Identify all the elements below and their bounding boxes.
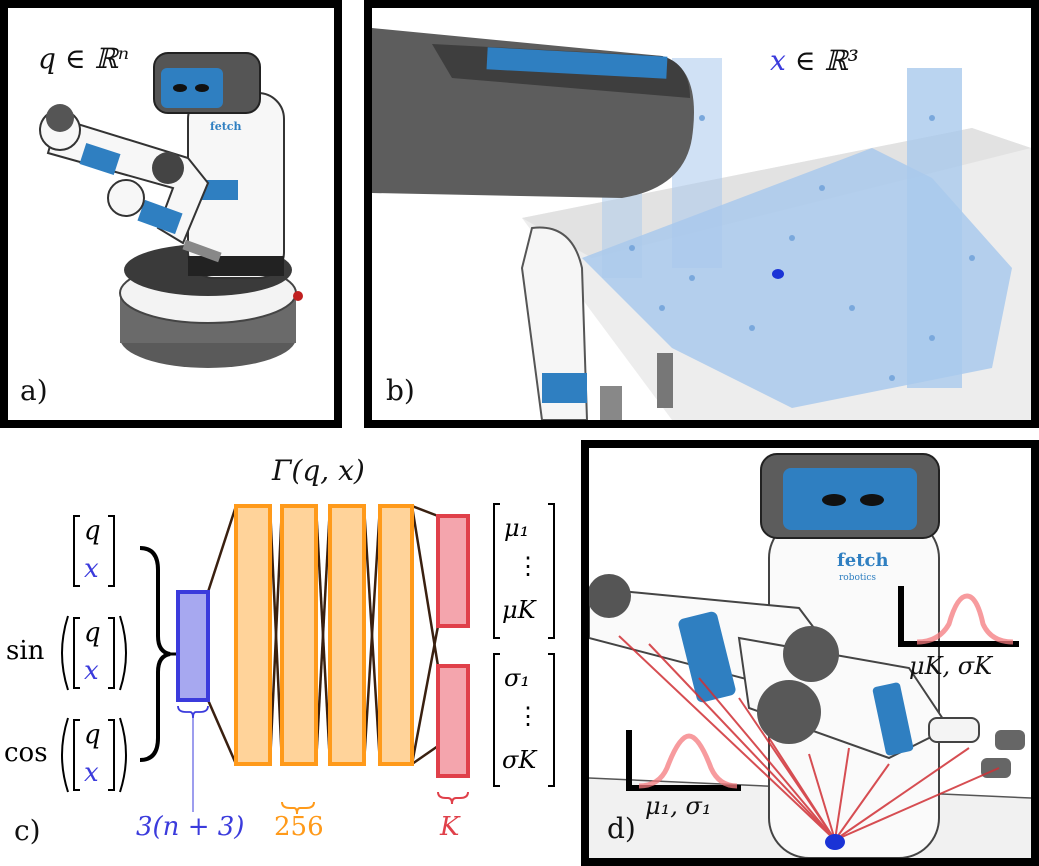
mu-1: μ₁	[504, 514, 530, 542]
sigma-output-head	[436, 664, 470, 778]
sigma-1: σ₁	[504, 664, 531, 692]
sin-label: sin	[6, 636, 45, 666]
input-x-1: x	[84, 554, 99, 584]
hidden-dim-label: 256	[274, 812, 324, 842]
panel-c-label: c)	[14, 814, 41, 847]
network-title: Γ(q, x)	[272, 454, 365, 487]
robot-illustration: fetch	[39, 52, 303, 368]
panel-b: x ∈ ℝ³ b)	[364, 0, 1039, 428]
input-dim-label: 3(n + 3)	[136, 812, 245, 842]
panel-d: fetch robotics	[581, 440, 1039, 866]
point-cloud-scene	[372, 28, 1031, 420]
joint-space-annotation: q ∈ ℝⁿ	[38, 42, 130, 75]
sigma-dots: ⋮	[516, 702, 540, 730]
mu-output-head	[436, 514, 470, 628]
robot-logo-d: fetch	[837, 550, 889, 571]
input-q-3: q	[84, 720, 101, 750]
mu-k: μK	[502, 596, 536, 624]
network-diagram	[61, 503, 555, 815]
input-q-2: q	[84, 618, 101, 648]
panel-d-label: d)	[607, 812, 636, 845]
mu-dots: ⋮	[516, 552, 540, 580]
dist-label-left: μ₁, σ₁	[645, 792, 712, 820]
robot-rays-scene: fetch robotics	[589, 453, 1031, 858]
input-x-3: x	[84, 758, 99, 788]
panel-b-label: b)	[386, 374, 415, 407]
panel-a-label: a)	[20, 374, 48, 407]
hidden-layers	[234, 504, 414, 766]
workspace-var: x	[770, 44, 786, 77]
panel-c: Γ(q, x) q x sin q x cos q x 3(n + 3) 256…	[0, 440, 570, 866]
panel-a: fetch q ∈ ℝⁿ a)	[0, 0, 342, 428]
robot-logo-sub: robotics	[839, 573, 876, 583]
input-q-1: q	[84, 516, 101, 546]
input-layer	[176, 590, 210, 702]
dist-label-right: μK, σK	[909, 652, 993, 680]
sigma-k: σK	[502, 746, 537, 774]
output-dim-label: K	[440, 812, 460, 842]
input-x-2: x	[84, 656, 99, 686]
workspace-space: ∈ ℝ³	[785, 44, 859, 77]
robot-logo-text: fetch	[210, 120, 242, 133]
workspace-annotation: x ∈ ℝ³	[770, 44, 859, 77]
cos-label: cos	[4, 738, 48, 768]
dist-plot-right	[898, 586, 1019, 647]
dist-plot-left	[626, 730, 741, 791]
